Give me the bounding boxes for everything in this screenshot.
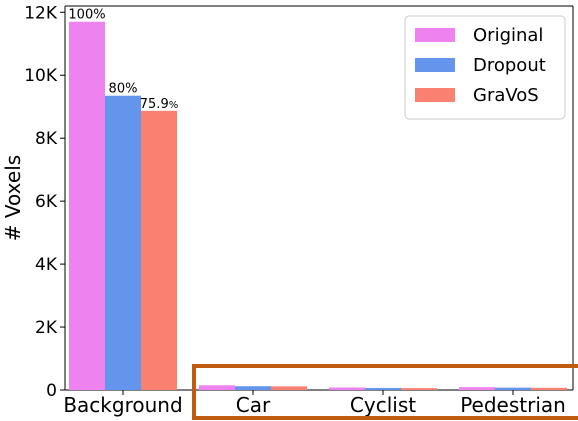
data-label: 80% xyxy=(109,82,138,97)
data-label: 100% xyxy=(68,8,105,23)
bar-gravos-background xyxy=(141,111,177,390)
data-label: 75.9% xyxy=(140,97,178,112)
legend-label: Dropout xyxy=(473,55,546,76)
y-tick-label: 0 xyxy=(46,381,57,401)
y-tick-label: 10K xyxy=(24,66,58,86)
bar-original-car xyxy=(199,385,235,390)
bar-original-background xyxy=(69,22,105,390)
bar-original-cyclist xyxy=(329,387,365,390)
data-label-value: 80% xyxy=(109,82,138,97)
y-tick-label: 6K xyxy=(35,192,58,212)
bar-dropout-background xyxy=(105,96,141,390)
y-tick-label: 12K xyxy=(24,3,58,23)
bar-gravos-pedestrian xyxy=(531,388,567,390)
data-label-suffix: % xyxy=(169,100,179,111)
y-axis-label: # Voxels xyxy=(1,155,25,241)
x-tick-label: Car xyxy=(236,393,271,417)
legend-label: Original xyxy=(473,25,543,46)
legend: Original Dropout GraVoS xyxy=(405,16,565,119)
y-tick-label: 2K xyxy=(35,318,58,338)
legend-swatch-gravos xyxy=(415,88,455,102)
data-label-value: 75.9 xyxy=(140,97,169,112)
x-tick-label: Background xyxy=(63,393,182,417)
x-tick-label: Cyclist xyxy=(350,393,416,417)
bar-dropout-pedestrian xyxy=(495,388,531,390)
bar-dropout-cyclist xyxy=(365,388,401,390)
bar-original-pedestrian xyxy=(459,387,495,390)
legend-swatch-dropout xyxy=(415,58,455,72)
data-label-value: 100% xyxy=(68,8,105,23)
legend-swatch-original xyxy=(415,28,455,42)
bar-gravos-car xyxy=(271,386,307,390)
x-tick-label: Pedestrian xyxy=(460,393,566,417)
bar-gravos-cyclist xyxy=(401,388,437,390)
y-tick-label: 8K xyxy=(35,129,58,149)
legend-label: GraVoS xyxy=(473,85,539,106)
y-tick-label: 4K xyxy=(35,255,58,275)
bar-dropout-car xyxy=(235,386,271,390)
